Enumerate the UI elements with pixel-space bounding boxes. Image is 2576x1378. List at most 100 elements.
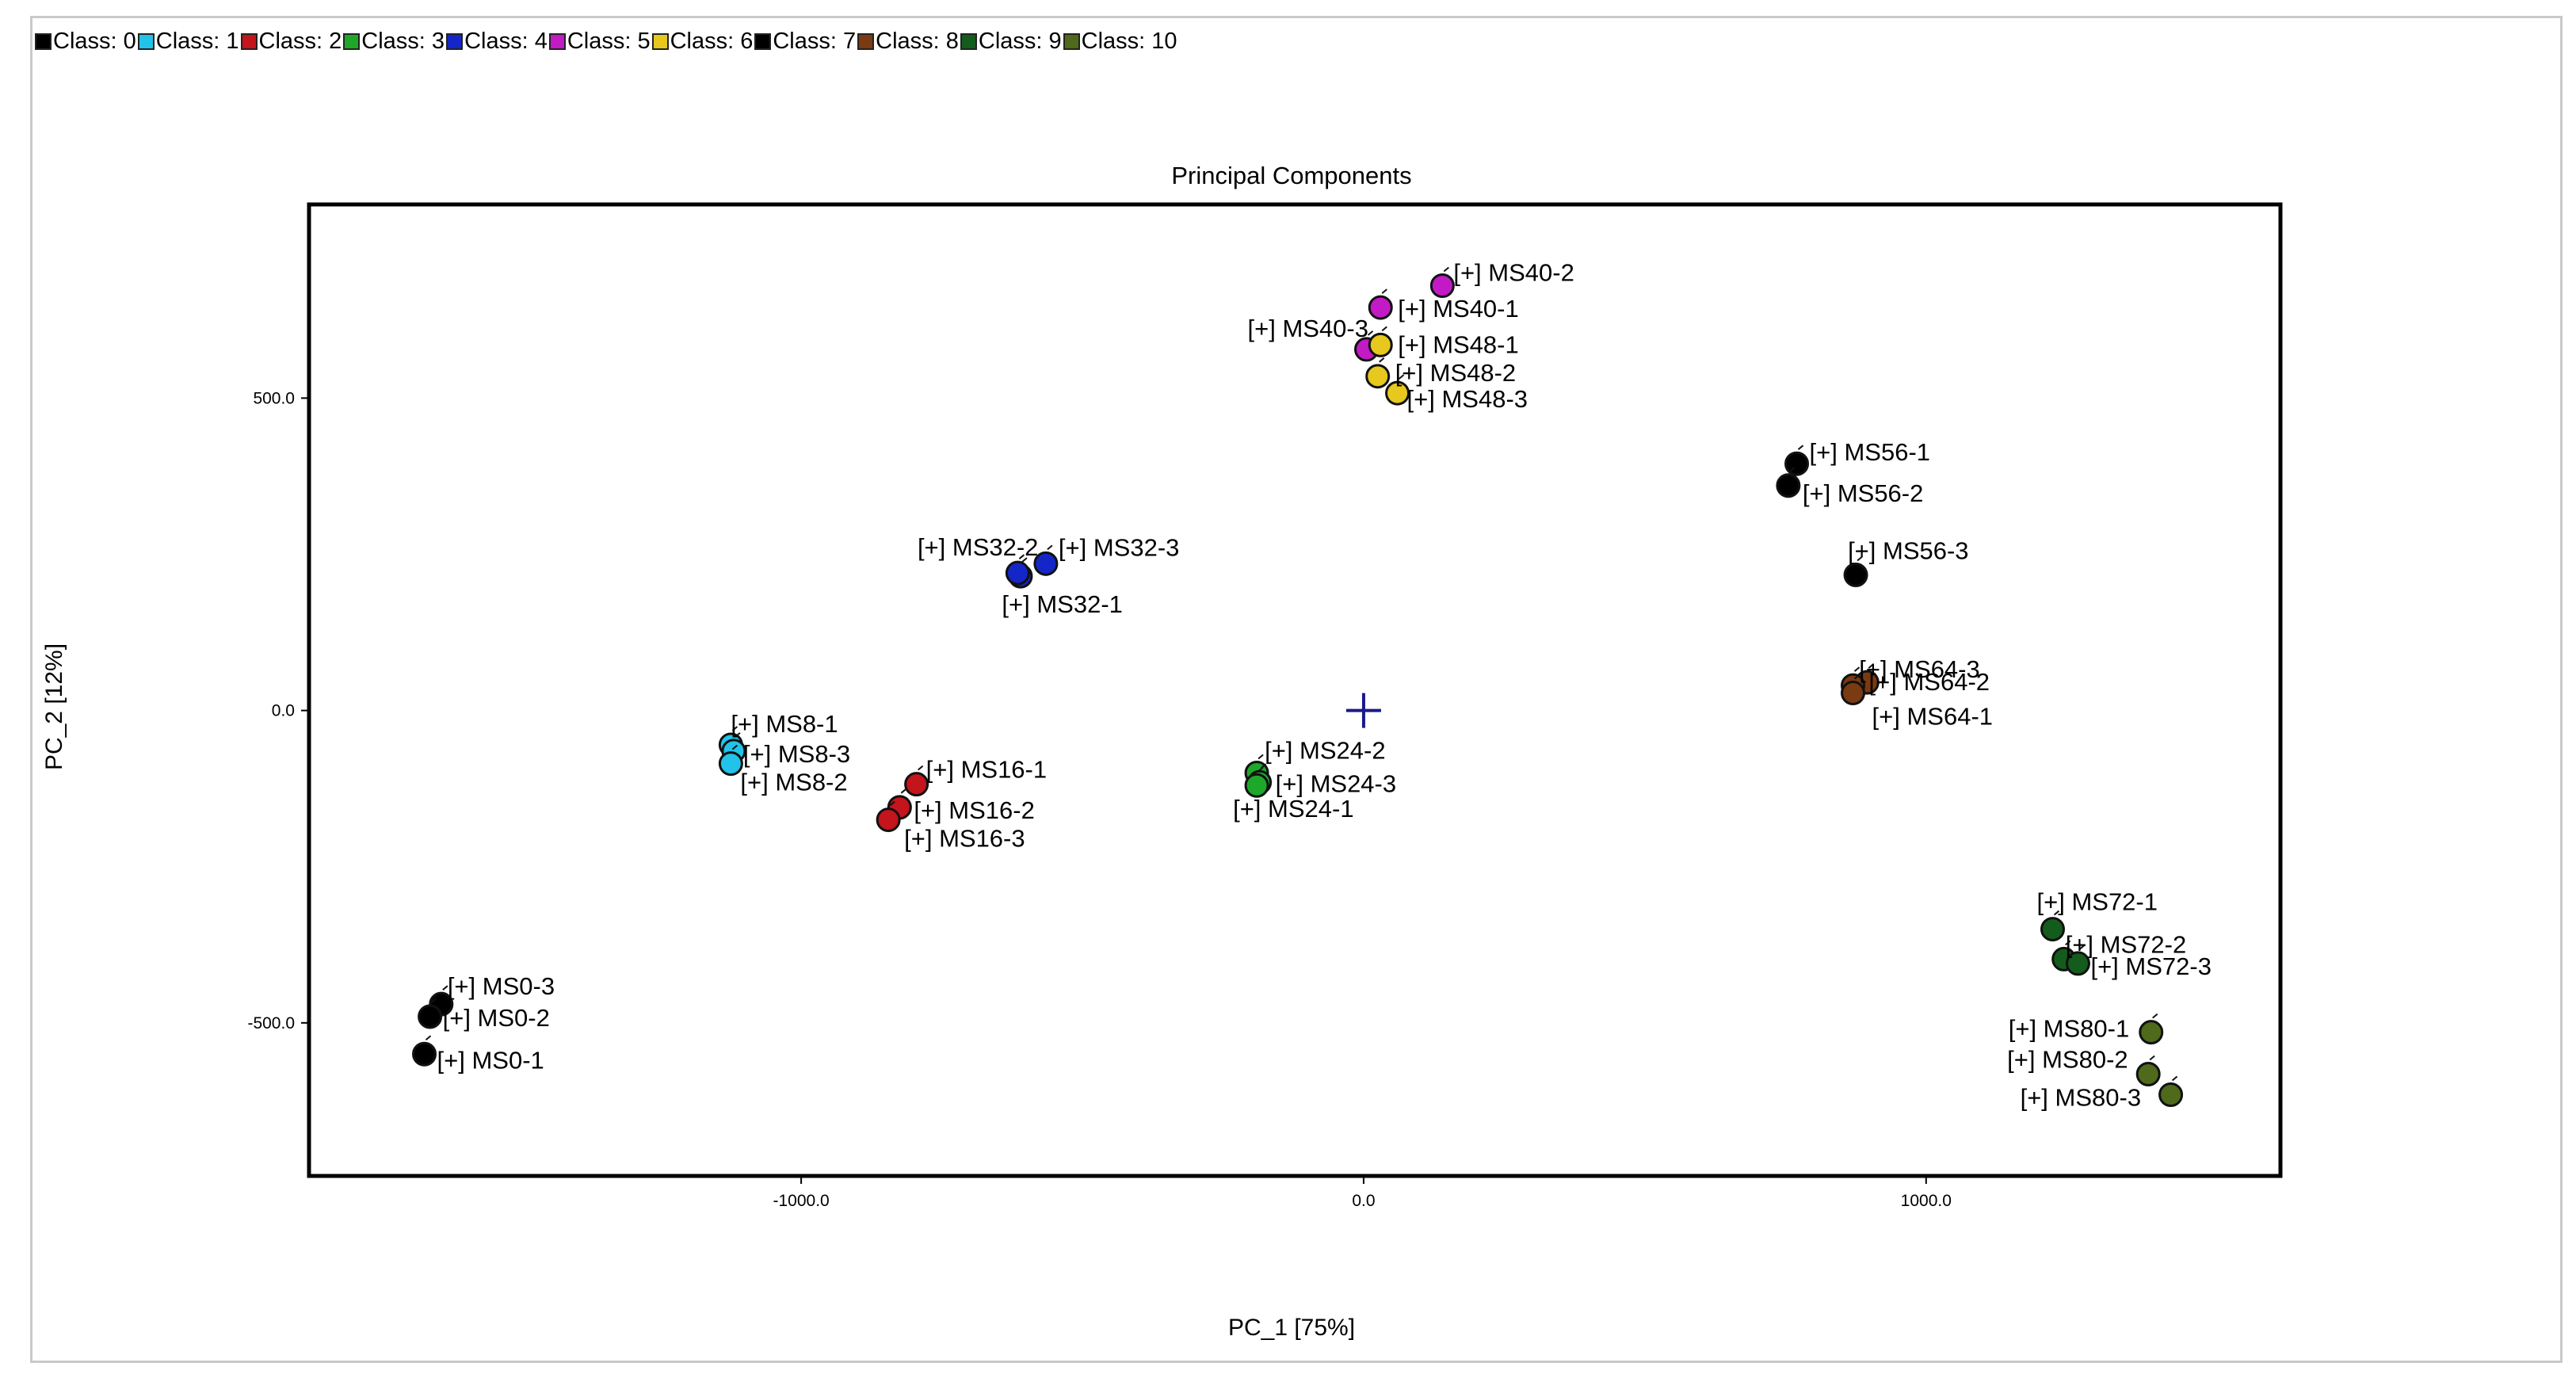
- data-point-tick: [1797, 445, 1804, 450]
- data-point[interactable]: [1368, 295, 1393, 320]
- x-tick-label: 0.0: [1352, 1192, 1375, 1210]
- data-point-label: [+] MS40-2: [1453, 258, 1574, 286]
- data-point[interactable]: [1365, 364, 1391, 389]
- data-point-label: [+] MS0-2: [443, 1004, 550, 1032]
- data-point[interactable]: [2040, 917, 2066, 942]
- legend-item-class-8[interactable]: Class: 8: [857, 29, 959, 55]
- data-point-tick: [1257, 766, 1264, 773]
- legend-item-class-9[interactable]: Class: 9: [960, 29, 1062, 55]
- data-point-label: [+] MS24-2: [1265, 736, 1386, 764]
- data-point-tick: [2053, 910, 2060, 916]
- x-axis-title: PC_1 [75%]: [1228, 1315, 1355, 1341]
- data-point-label: [+] MS48-1: [1398, 330, 1519, 358]
- data-point[interactable]: [412, 1041, 437, 1067]
- data-point-label: [+] MS8-3: [743, 740, 850, 768]
- legend-item-class-4[interactable]: Class: 4: [446, 29, 548, 55]
- data-point-tick: [2149, 1055, 2155, 1061]
- data-point-tick: [1789, 467, 1796, 472]
- data-point[interactable]: [876, 807, 901, 833]
- data-point-label: [+] MS8-1: [731, 710, 838, 738]
- data-point[interactable]: [1841, 681, 1866, 706]
- data-point-tick: [1018, 554, 1025, 559]
- data-point-label: [+] MS40-3: [1248, 315, 1369, 342]
- data-point-tick: [1381, 288, 1387, 294]
- data-point[interactable]: [1033, 551, 1059, 576]
- data-point[interactable]: [1385, 380, 1410, 406]
- legend-label: Class: 10: [1081, 28, 1177, 54]
- data-point[interactable]: [2065, 951, 2090, 976]
- data-point[interactable]: [2139, 1020, 2164, 1045]
- data-point-label: [+] MS24-3: [1276, 769, 1397, 797]
- data-point-label: [+] MS72-2: [2066, 930, 2187, 958]
- data-point-tick: [2152, 1013, 2158, 1019]
- legend-item-class-1[interactable]: Class: 1: [137, 28, 239, 55]
- x-tick-label: 1000.0: [1901, 1192, 1952, 1210]
- legend-label: Class: 0: [53, 28, 136, 54]
- legend-item-class-7[interactable]: Class: 7: [754, 29, 856, 55]
- data-point[interactable]: [1843, 563, 1868, 588]
- legend-swatch: [35, 32, 52, 50]
- legend-item-class-10[interactable]: Class: 10: [1063, 29, 1177, 55]
- data-point-tick: [1853, 666, 1860, 672]
- legend-item-class-6[interactable]: Class: 6: [651, 29, 753, 55]
- legend-item-class-3[interactable]: Class: 3: [343, 29, 445, 55]
- data-point[interactable]: [904, 772, 929, 797]
- data-point-tick: [1443, 266, 1449, 273]
- data-point[interactable]: [1005, 560, 1030, 586]
- legend-swatch: [446, 32, 464, 50]
- data-point[interactable]: [1244, 773, 1269, 798]
- legend-item-class-0[interactable]: Class: 0: [35, 29, 136, 55]
- data-point-label: [+] MS64-3: [1859, 655, 1980, 683]
- data-point[interactable]: [418, 1004, 443, 1029]
- data-point-label: [+] MS24-1: [1233, 795, 1354, 823]
- data-point-label: [+] MS80-1: [2009, 1015, 2130, 1043]
- data-point[interactable]: [1429, 273, 1455, 298]
- y-tick-label: 500.0: [253, 389, 295, 407]
- legend-label: Class: 2: [258, 28, 342, 54]
- data-point-tick: [1398, 374, 1405, 380]
- legend-swatch: [240, 32, 258, 50]
- data-point-tick: [442, 985, 448, 991]
- data-point-tick: [1047, 544, 1053, 551]
- data-point-label: [+] MS0-3: [448, 972, 555, 1000]
- data-point-tick: [430, 998, 437, 1003]
- legend: Class: 0 Class: 1 Class: 2 Class: 3 Clas…: [35, 22, 1179, 60]
- data-point-label: [+] MS48-2: [1395, 359, 1517, 387]
- data-point-label: [+] MS80-3: [2021, 1084, 2142, 1112]
- data-point-label: [+] MS56-2: [1803, 479, 1924, 507]
- y-tick-label: 0.0: [272, 702, 295, 720]
- legend-swatch: [651, 32, 669, 50]
- data-point-tick: [1257, 754, 1264, 760]
- data-point-label: [+] MS64-2: [1869, 668, 1990, 696]
- data-point-tick: [1868, 663, 1874, 669]
- data-point-label: [+] MS32-1: [1002, 590, 1123, 618]
- legend-swatch: [857, 32, 875, 50]
- data-point[interactable]: [2135, 1061, 2161, 1086]
- data-point-tick: [2078, 945, 2086, 950]
- data-point[interactable]: [1776, 473, 1801, 498]
- data-point-tick: [1853, 674, 1860, 680]
- legend-label: Class: 9: [978, 28, 1062, 54]
- data-point-label: [+] MS48-3: [1407, 385, 1528, 413]
- data-point[interactable]: [718, 751, 743, 777]
- data-point-label: [+] MS64-1: [1872, 703, 1994, 731]
- legend-swatch: [343, 32, 361, 50]
- data-point-tick: [1381, 326, 1387, 332]
- data-point-tick: [2171, 1075, 2178, 1082]
- data-point-label: [+] MS0-1: [437, 1046, 544, 1074]
- data-point-tick: [917, 765, 924, 771]
- data-point-tick: [1021, 557, 1028, 563]
- data-points: [412, 266, 2184, 1108]
- legend-label: Class: 1: [155, 28, 239, 54]
- data-point[interactable]: [1368, 332, 1393, 357]
- legend-item-class-2[interactable]: Class: 2: [240, 28, 342, 55]
- data-labels: [+] MS0-3[+] MS0-2[+] MS0-1[+] MS8-1[+] …: [437, 258, 2212, 1111]
- data-point[interactable]: [1784, 451, 1810, 476]
- data-point-label: [+] MS80-2: [2007, 1045, 2128, 1073]
- data-point-label: [+] MS16-3: [904, 825, 1025, 853]
- legend-item-class-5[interactable]: Class: 5: [548, 29, 651, 55]
- data-point-label: [+] MS32-3: [1059, 533, 1180, 561]
- data-point[interactable]: [2158, 1082, 2184, 1108]
- data-point-label: [+] MS16-1: [926, 756, 1048, 784]
